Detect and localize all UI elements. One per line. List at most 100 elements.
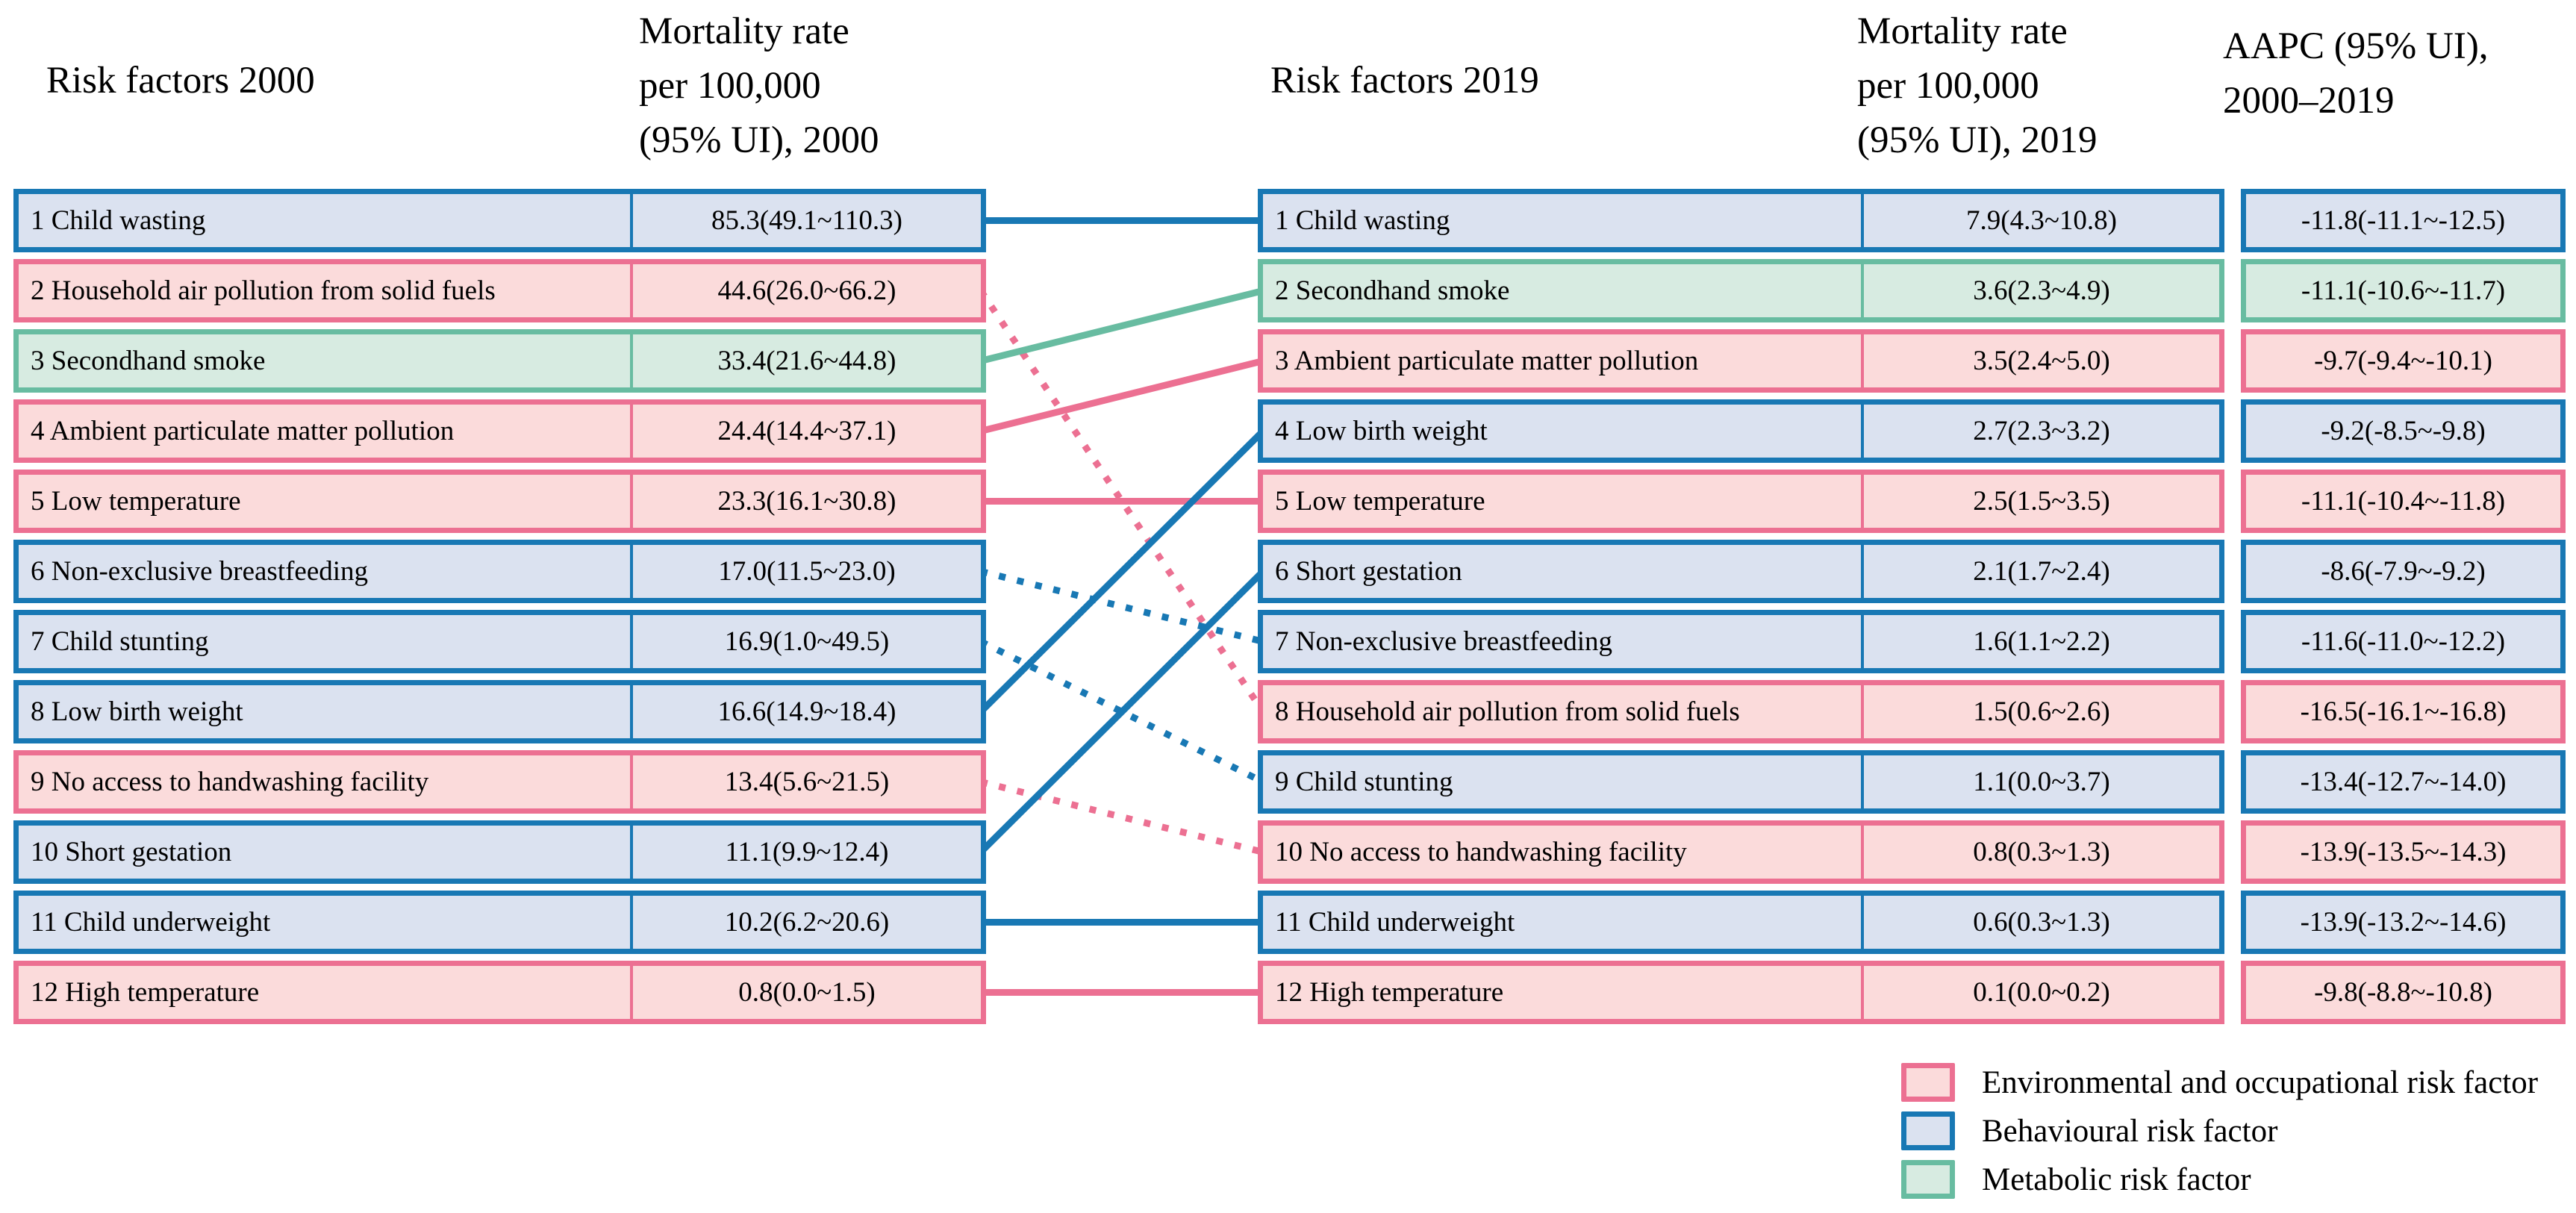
aapc-value-cell: -11.1(-10.4~-11.8) <box>2241 470 2566 533</box>
legend-label: Behavioural risk factor <box>1982 1113 2278 1149</box>
aapc-value-cell: -9.8(-8.8~-10.8) <box>2241 961 2566 1024</box>
factor-label-cell: 11 Child underweight <box>19 896 630 949</box>
risk-row-2019-main: 3 Ambient particulate matter pollution 3.… <box>1258 329 2224 393</box>
factor-label-cell: 3 Secondhand smoke <box>19 334 630 387</box>
legend-item: Environmental and occupational risk fact… <box>1901 1063 2538 1102</box>
risk-row-2019: 10 No access to handwashing facility 0.8(… <box>1258 820 2566 884</box>
factor-label-cell: 6 Non-exclusive breastfeeding <box>19 545 630 598</box>
risk-row-2019: 8 Household air pollution from solid fue… <box>1258 680 2566 743</box>
legend-label: Metabolic risk factor <box>1982 1161 2251 1197</box>
column-header-risk-factors-2000: Risk factors 2000 <box>46 60 315 102</box>
risk-row-2019-main: 2 Secondhand smoke 3.6(2.3~4.9) <box>1258 259 2224 322</box>
rate-value-cell: 3.6(2.3~4.9) <box>1861 264 2219 317</box>
risk-row-2019: 9 Child stunting 1.1(0.0~3.7) -13.4(-12.7~… <box>1258 750 2566 814</box>
metabolic-risk-swatch <box>1901 1160 1955 1199</box>
factor-label-cell: 10 Short gestation <box>19 826 630 879</box>
risk-row-2000: 9 No access to handwashing facility 13.4(… <box>13 750 986 814</box>
risk-row-2000: 3 Secondhand smoke 33.4(21.6~44.8) <box>13 329 986 393</box>
factor-label-cell: 3 Ambient particulate matter pollution <box>1263 334 1861 387</box>
risk-row-2019: 5 Low temperature 2.5(1.5~3.5) -11.1(-10.4… <box>1258 470 2566 533</box>
factor-label-cell: 4 Ambient particulate matter pollution <box>19 405 630 458</box>
environmental-risk-swatch <box>1901 1063 1955 1102</box>
rate-value-cell: 0.6(0.3~1.3) <box>1861 896 2219 949</box>
risk-table-2019: 1 Child wasting 7.9(4.3~10.8) -11.8(-11.1~… <box>1258 189 2566 1024</box>
rate-value-cell: 3.5(2.4~5.0) <box>1861 334 2219 387</box>
aapc-value-cell: -16.5(-16.1~-16.8) <box>2241 680 2566 743</box>
rate-value-cell: 1.6(1.1~2.2) <box>1861 615 2219 668</box>
risk-table-2000: 1 Child wasting 85.3(49.1~110.3) 2 Househo… <box>13 189 986 1024</box>
rank-change-connector <box>978 428 1266 714</box>
rank-change-connector <box>979 638 1265 785</box>
rate-value-cell: 16.6(14.9~18.4) <box>630 685 981 738</box>
risk-row-2019: 11 Child underweight 0.6(0.3~1.3) -13.9(-1… <box>1258 891 2566 954</box>
rate-value-cell: 17.0(11.5~23.0) <box>630 545 981 598</box>
rate-value-cell: 0.8(0.0~1.5) <box>630 966 981 1019</box>
factor-label-cell: 9 No access to handwashing facility <box>19 755 630 808</box>
factor-label-cell: 10 No access to handwashing facility <box>1263 826 1861 879</box>
legend: Environmental and occupational risk fact… <box>1901 1063 2538 1209</box>
factor-label-cell: 1 Child wasting <box>1263 194 1861 247</box>
risk-row-2019-main: 12 High temperature 0.1(0.0~0.2) <box>1258 961 2224 1024</box>
risk-row-2000: 2 Household air pollution from solid fue… <box>13 259 986 322</box>
risk-row-2019: 1 Child wasting 7.9(4.3~10.8) -11.8(-11.1~… <box>1258 189 2566 252</box>
rate-value-cell: 10.2(6.2~20.6) <box>630 896 981 949</box>
legend-label: Environmental and occupational risk fact… <box>1982 1064 2539 1100</box>
factor-label-cell: 12 High temperature <box>19 966 630 1019</box>
rate-value-cell: 24.4(14.4~37.1) <box>630 405 981 458</box>
aapc-value-cell: -8.6(-7.9~-9.2) <box>2241 540 2566 603</box>
risk-row-2019: 12 High temperature 0.1(0.0~0.2) -9.8(-8.8… <box>1258 961 2566 1024</box>
rank-change-connector <box>979 779 1264 855</box>
risk-row-2000: 11 Child underweight 10.2(6.2~20.6) <box>13 891 986 954</box>
aapc-value-cell: -11.6(-11.0~-12.2) <box>2241 610 2566 673</box>
factor-label-cell: 11 Child underweight <box>1263 896 1861 949</box>
risk-row-2000: 10 Short gestation 11.1(9.9~12.4) <box>13 820 986 884</box>
factor-label-cell: 4 Low birth weight <box>1263 405 1861 458</box>
risk-row-2019-main: 6 Short gestation 2.1(1.7~2.4) <box>1258 540 2224 603</box>
risk-row-2019-main: 7 Non-exclusive breastfeeding 1.6(1.1~2.2… <box>1258 610 2224 673</box>
rate-value-cell: 16.9(1.0~49.5) <box>630 615 981 668</box>
risk-row-2019: 7 Non-exclusive breastfeeding 1.6(1.1~2.2… <box>1258 610 2566 673</box>
risk-row-2000: 4 Ambient particulate matter pollution 24… <box>13 399 986 463</box>
aapc-value-cell: -13.9(-13.5~-14.3) <box>2241 820 2566 884</box>
rank-change-connector <box>979 358 1264 434</box>
aapc-value-cell: -11.1(-10.6~-11.7) <box>2241 259 2566 322</box>
risk-row-2019-main: 10 No access to handwashing facility 0.8(… <box>1258 820 2224 884</box>
header-line: per 100,000 <box>639 65 821 107</box>
risk-row-2019: 3 Ambient particulate matter pollution 3.… <box>1258 329 2566 393</box>
header-line: Mortality rate <box>1857 10 2068 52</box>
factor-label-cell: 5 Low temperature <box>1263 475 1861 528</box>
rate-value-cell: 2.1(1.7~2.4) <box>1861 545 2219 598</box>
header-line: (95% UI), 2019 <box>1857 119 2098 161</box>
rate-value-cell: 11.1(9.9~12.4) <box>630 826 981 879</box>
risk-row-2000: 8 Low birth weight 16.6(14.9~18.4) <box>13 680 986 743</box>
aapc-value-cell: -9.7(-9.4~-10.1) <box>2241 329 2566 393</box>
factor-label-cell: 5 Low temperature <box>19 475 630 528</box>
column-header-risk-factors-2019: Risk factors 2019 <box>1270 60 1539 102</box>
legend-item: Metabolic risk factor <box>1901 1160 2538 1199</box>
rate-value-cell: 7.9(4.3~10.8) <box>1861 194 2219 247</box>
rank-change-connector <box>978 569 1266 855</box>
factor-label-cell: 8 Household air pollution from solid fue… <box>1263 685 1861 738</box>
risk-row-2019-main: 5 Low temperature 2.5(1.5~3.5) <box>1258 470 2224 533</box>
factor-label-cell: 1 Child wasting <box>19 194 630 247</box>
rate-value-cell: 23.3(16.1~30.8) <box>630 475 981 528</box>
column-header-mortality-2000: Mortality rate per 100,000 (95% UI), 200… <box>639 4 879 168</box>
risk-row-2019-main: 11 Child underweight 0.6(0.3~1.3) <box>1258 891 2224 954</box>
rate-value-cell: 2.5(1.5~3.5) <box>1861 475 2219 528</box>
rank-change-connector <box>979 287 1264 364</box>
factor-label-cell: 8 Low birth weight <box>19 685 630 738</box>
risk-row-2019: 6 Short gestation 2.1(1.7~2.4) -8.6(-7.9~-… <box>1258 540 2566 603</box>
risk-row-2019: 4 Low birth weight 2.7(2.3~3.2) -9.2(-8.5~… <box>1258 399 2566 463</box>
column-header-mortality-2019: Mortality rate per 100,000 (95% UI), 201… <box>1857 4 2098 168</box>
aapc-value-cell: -11.8(-11.1~-12.5) <box>2241 189 2566 252</box>
risk-row-2000: 12 High temperature 0.8(0.0~1.5) <box>13 961 986 1024</box>
risk-row-2000: 7 Child stunting 16.9(1.0~49.5) <box>13 610 986 673</box>
factor-label-cell: 9 Child stunting <box>1263 755 1861 808</box>
risk-row-2000: 5 Low temperature 23.3(16.1~30.8) <box>13 470 986 533</box>
risk-row-2019-main: 1 Child wasting 7.9(4.3~10.8) <box>1258 189 2224 252</box>
factor-label-cell: 2 Secondhand smoke <box>1263 264 1861 317</box>
header-line: 2000–2019 <box>2223 80 2395 122</box>
factor-label-cell: 7 Non-exclusive breastfeeding <box>1263 615 1861 668</box>
